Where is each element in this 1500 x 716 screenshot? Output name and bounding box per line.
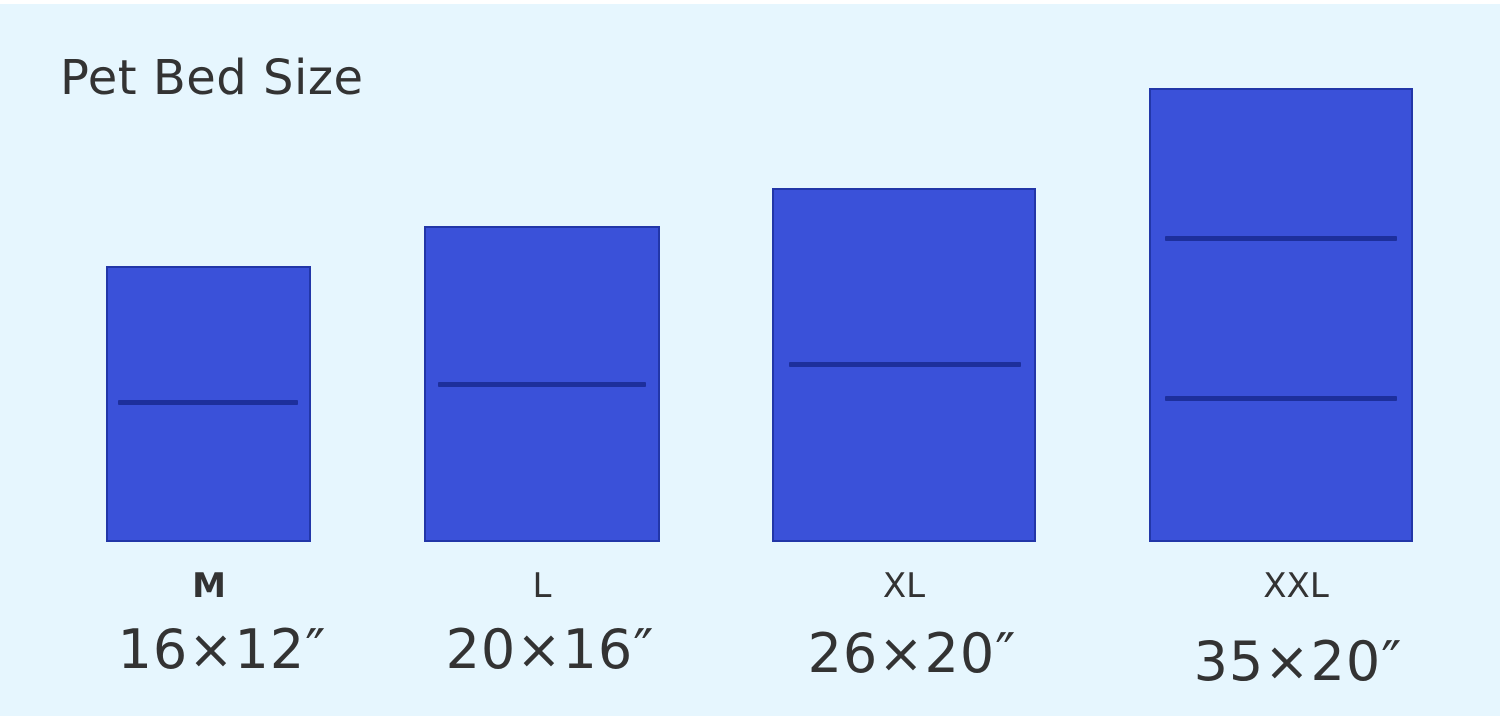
bed-l-seam bbox=[438, 382, 646, 387]
dimensions-label-xxl: 35×20″ bbox=[1193, 630, 1403, 693]
size-label-xxl: XXL bbox=[1263, 566, 1329, 606]
bed-m-seam bbox=[118, 400, 298, 405]
size-label-l: L bbox=[532, 566, 552, 606]
dimensions-label-l: 20×16″ bbox=[445, 618, 655, 681]
size-label-m: M bbox=[192, 566, 226, 606]
dimensions-label-xl: 26×20″ bbox=[807, 622, 1017, 685]
bed-xxl-seam-upper bbox=[1165, 236, 1397, 241]
bed-xxl-seam-lower bbox=[1165, 396, 1397, 401]
bed-xl-seam bbox=[789, 362, 1021, 367]
dimensions-label-m: 16×12″ bbox=[117, 618, 327, 681]
page-title: Pet Bed Size bbox=[60, 50, 364, 106]
size-label-xl: XL bbox=[882, 566, 926, 606]
bed-xxl-illustration bbox=[1149, 88, 1413, 542]
